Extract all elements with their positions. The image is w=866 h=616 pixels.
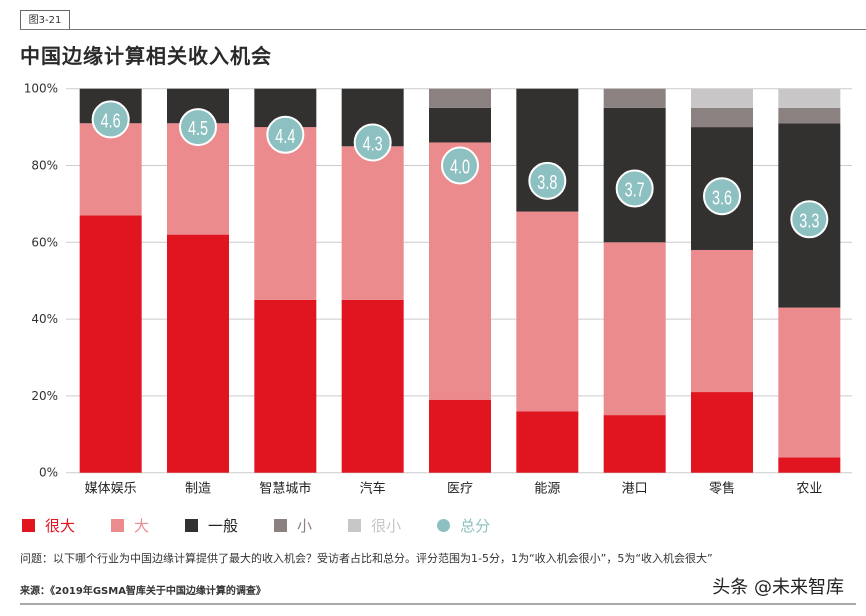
x-tick-label: 制造 [185, 482, 211, 497]
legend-label: 一般 [208, 517, 239, 535]
chart-title: 中国边缘计算相关收入机会 [20, 44, 272, 68]
bar-segment-大 [254, 127, 317, 300]
bar-segment-大 [778, 307, 841, 458]
score-circle [441, 146, 479, 185]
x-tick-label: 汽车 [360, 481, 386, 497]
score-circle [353, 123, 392, 162]
score-circle [266, 115, 305, 154]
score-label: 4.6 [101, 109, 121, 132]
score-circle [179, 108, 217, 147]
legend-item: 小 [274, 515, 312, 536]
score-label: 4.4 [275, 124, 295, 147]
score-label: 3.7 [625, 178, 645, 201]
bar-segment-小 [691, 107, 753, 128]
legend-item: 大 [111, 515, 149, 536]
y-tick-label: 0% [39, 466, 58, 480]
score-circle [615, 169, 654, 208]
legend-item: 很小 [348, 515, 401, 536]
score-label: 4.5 [188, 117, 208, 140]
bar-segment-很大 [691, 392, 753, 473]
bar-segment-小 [429, 88, 491, 108]
figure-tag: 图3-21 [20, 10, 70, 30]
score-circle [790, 200, 829, 239]
bar-segment-小 [603, 88, 666, 108]
y-tick-label: 40% [31, 312, 58, 326]
bottom-rule [20, 603, 856, 605]
x-tick-label: 零售 [709, 481, 735, 497]
x-tick-label: 智慧城市 [259, 481, 311, 497]
bar-segment-很大 [254, 299, 317, 473]
bar-segment-大 [691, 249, 753, 393]
legend-label: 很大 [45, 517, 76, 535]
bar-segment-很大 [341, 299, 404, 473]
legend-swatch [437, 519, 451, 532]
bar-segment-大 [429, 142, 491, 400]
legend-label: 小 [297, 517, 313, 535]
bar-segment-一般 [429, 107, 491, 143]
y-tick-label: 60% [31, 235, 58, 249]
score-circle [703, 177, 741, 216]
legend-swatch [22, 519, 35, 532]
legend-swatch [185, 519, 199, 532]
legend-item: 一般 [185, 515, 238, 536]
bar-segment-很大 [79, 215, 142, 473]
score-label: 4.3 [363, 132, 383, 155]
legend: 很大 大 一般 小 很小 总分 [22, 515, 526, 536]
y-tick-label: 80% [31, 159, 58, 173]
bar-segment-小 [778, 107, 841, 124]
legend-item: 很大 [22, 515, 75, 536]
x-tick-label: 能源 [534, 482, 560, 497]
score-label: 3.8 [537, 170, 557, 193]
y-tick-label: 100% [24, 82, 58, 96]
bar-segment-很大 [167, 234, 229, 473]
x-tick-label: 媒体娱乐 [85, 482, 137, 497]
stacked-bar-chart: 0% 20% 40% 60% 80% 100% 媒体娱乐 4.6 制造 4.5 智慧城市 4.4 汽车 4… [24, 82, 852, 497]
bar-segment-大 [603, 242, 666, 416]
score-circle [528, 161, 567, 200]
legend-label: 大 [134, 517, 150, 535]
legend-swatch [274, 519, 288, 532]
legend-swatch [348, 519, 362, 532]
score-label: 3.6 [712, 186, 732, 209]
bar-segment-很小 [778, 88, 841, 108]
legend-swatch [111, 519, 125, 532]
x-tick-label: 港口 [622, 482, 648, 497]
bar-segment-很小 [691, 88, 753, 108]
bar-segment-大 [516, 211, 579, 412]
x-tick-label: 医疗 [447, 482, 473, 497]
bar-segment-很大 [778, 457, 841, 473]
score-label: 4.0 [450, 155, 470, 178]
top-rule [20, 29, 866, 30]
x-tick-label: 农业 [796, 482, 822, 497]
legend-label: 总分 [460, 517, 491, 535]
watermark: 头条 @未来智库 [712, 577, 844, 598]
bar-segment-大 [79, 123, 142, 216]
bar-segment-很大 [516, 411, 579, 473]
score-label: 3.3 [799, 209, 819, 232]
legend-item: 总分 [437, 515, 490, 536]
bar-segment-很大 [429, 399, 491, 473]
score-circle [91, 100, 130, 139]
y-tick-label: 20% [31, 389, 58, 403]
bar-segment-很大 [603, 415, 666, 473]
bar-segment-大 [341, 146, 404, 300]
source-note: 来源：《2019年GSMA智库关于中国边缘计算的调查》 [20, 586, 266, 597]
question-note: 问题：以下哪个行业为中国边缘计算提供了最大的收入机会？受访者占比和总分。评分范围… [20, 552, 713, 565]
legend-label: 很小 [371, 517, 402, 535]
